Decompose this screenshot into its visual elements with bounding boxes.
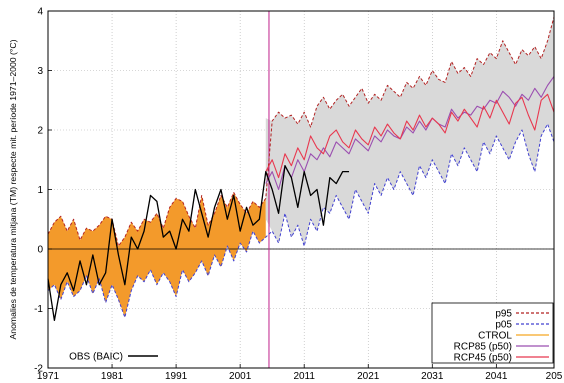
- y-axis-ticks: -2 -1 0 1 2 3 4: [34, 7, 52, 375]
- x-tick-label: 2021: [357, 371, 380, 382]
- x-tick-label: 2041: [485, 371, 508, 382]
- x-tick-label: 2031: [421, 371, 444, 382]
- y-tick-label: 2: [37, 126, 43, 137]
- legend-label: RCP85 (p50): [454, 342, 512, 353]
- x-tick-label: 2001: [229, 371, 252, 382]
- series-lines: [47, 16, 555, 322]
- series-line-obs-baic: [47, 165, 350, 322]
- bands: [48, 16, 554, 318]
- x-tick-label: 1971: [37, 371, 60, 382]
- x-tick-label: 1991: [165, 371, 188, 382]
- legend-label: CTROL: [478, 331, 512, 342]
- legend-label: RCP45 (p50): [454, 353, 512, 364]
- y-tick-label: 3: [37, 66, 43, 77]
- x-tick-label: 1981: [101, 371, 124, 382]
- legend-box: [431, 302, 554, 364]
- series-line-rcp85-p50: [265, 76, 555, 191]
- legend-label-obs: OBS (BAIC): [69, 352, 123, 363]
- y-tick-label: 4: [37, 7, 43, 18]
- x-tick-label: 205: [546, 371, 563, 382]
- y-axis-label: Anomalies de temperatura mitjana (TM) re…: [9, 39, 18, 339]
- legend-left: OBS (BAIC): [69, 352, 158, 363]
- x-tick-label: 2011: [293, 371, 315, 382]
- y-tick-label: -1: [34, 304, 43, 315]
- x-axis-ticks: 1971 1981 1991 2001 2011 2021 2031 2041 205: [37, 364, 563, 382]
- series-line-p05: [47, 123, 555, 318]
- legend-label: p05: [495, 320, 512, 331]
- ctrol-band: [48, 192, 266, 318]
- y-tick-label: 1: [37, 185, 43, 196]
- legend-label: p95: [495, 309, 512, 320]
- series-line-p95: [47, 16, 555, 247]
- series-line-rcp45-p50: [265, 93, 555, 179]
- y-tick-label: -2: [34, 364, 43, 375]
- y-tick-label: 0: [37, 245, 43, 256]
- future-band: [265, 16, 554, 247]
